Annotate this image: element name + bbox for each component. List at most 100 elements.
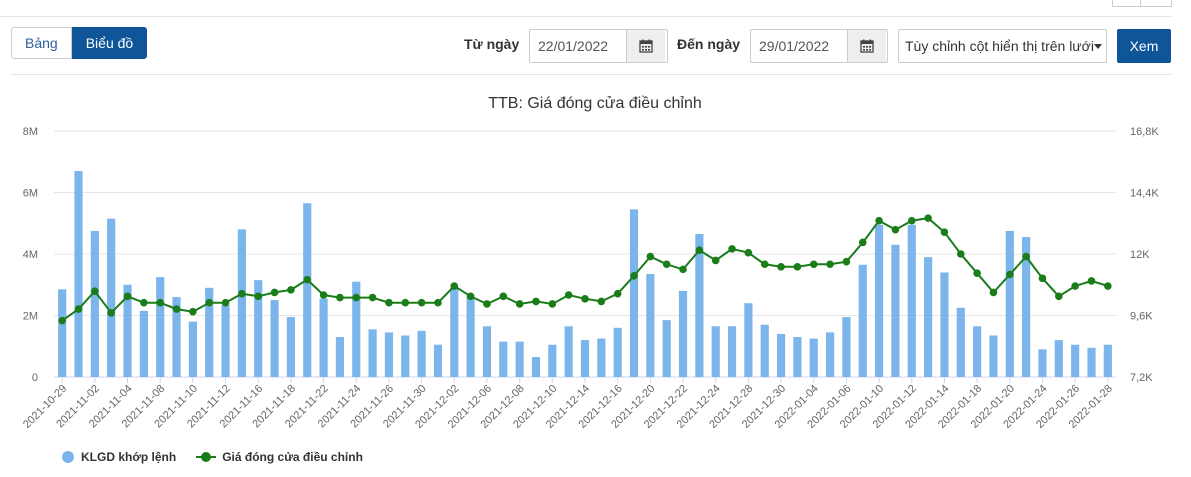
volume-bar	[401, 335, 410, 377]
price-point	[564, 291, 573, 299]
legend-label-volume: KLGD khớp lệnh	[81, 450, 177, 464]
volume-bar	[482, 326, 492, 377]
tab-chart[interactable]: Biểu đồ	[71, 27, 148, 59]
volume-bar	[597, 338, 606, 377]
price-point	[515, 300, 524, 308]
volume-bar	[335, 337, 345, 377]
price-point	[777, 263, 785, 271]
volume-bar	[989, 335, 998, 377]
price-point	[613, 289, 622, 298]
calendar-icon[interactable]	[626, 30, 665, 62]
corner-button-left[interactable]	[1112, 0, 1141, 7]
y-right-tick-label: 14,4K	[1130, 188, 1159, 200]
chart-title: TTB: Giá đóng cửa điều chỉnh	[488, 95, 702, 112]
volume-bar	[1071, 344, 1080, 377]
volume-bar	[466, 297, 475, 377]
price-point	[793, 263, 802, 271]
volume-bar	[776, 333, 786, 377]
volume-bar	[956, 307, 965, 377]
volume-bar	[303, 203, 312, 377]
price-point	[826, 260, 834, 269]
view-button[interactable]: Xem	[1117, 29, 1171, 63]
volume-bar	[286, 317, 295, 377]
price-point	[728, 245, 736, 253]
price-point	[172, 305, 181, 313]
y-right-tick-label: 16,8K	[1130, 126, 1159, 138]
volume-bar	[319, 298, 328, 377]
volume-bars	[58, 170, 1112, 377]
price-point	[695, 246, 704, 254]
price-point	[287, 286, 295, 294]
price-point	[630, 271, 638, 280]
volume-bar	[384, 332, 394, 377]
price-point	[924, 214, 932, 222]
calendar-icon[interactable]	[847, 30, 886, 62]
volume-bar	[662, 320, 671, 377]
volume-bar	[254, 280, 263, 377]
price-point	[254, 292, 263, 301]
volume-bar	[548, 344, 557, 377]
y-right-tick-label: 9,6K	[1130, 311, 1153, 323]
volume-bar	[564, 326, 573, 377]
column-select[interactable]: Tùy chỉnh cột hiển thị trên lưới	[898, 29, 1107, 63]
price-point	[401, 298, 410, 307]
price-line-path	[61, 217, 1109, 322]
price-point	[532, 297, 540, 306]
price-point	[352, 293, 361, 302]
price-point	[548, 300, 557, 308]
caret-down-icon	[1094, 44, 1102, 49]
volume-bar	[825, 332, 835, 377]
legend-label-price: Giá đóng cửa điều chỉnh	[222, 450, 363, 464]
volume-bar	[907, 224, 916, 377]
volume-bar	[74, 170, 83, 377]
price-point	[156, 298, 164, 307]
from-date-input[interactable]	[530, 30, 626, 62]
y-right-tick-label: 12K	[1130, 249, 1150, 261]
price-point	[336, 293, 344, 302]
volume-bar	[875, 224, 884, 377]
price-point	[221, 298, 230, 307]
price-point	[809, 260, 818, 269]
volume-bar	[417, 330, 426, 377]
legend-item-price[interactable]: Giá đóng cửa điều chỉnh	[196, 450, 363, 464]
price-point	[891, 225, 900, 234]
volume-bar	[433, 344, 443, 377]
price-line	[58, 214, 1112, 325]
price-point	[989, 288, 998, 297]
volume-bar	[1087, 347, 1096, 377]
price-point	[858, 238, 867, 247]
volume-bar	[940, 272, 949, 377]
volume-bar	[1103, 344, 1112, 377]
price-point	[662, 260, 671, 269]
legend-item-volume[interactable]: KLGD khớp lệnh	[62, 450, 176, 464]
volume-bar	[156, 277, 165, 377]
price-point	[597, 297, 606, 306]
column-select-value: Tùy chỉnh cột hiển thị trên lưới	[905, 38, 1094, 54]
y-left-tick-label: 4M	[23, 249, 38, 261]
volume-bar	[352, 281, 361, 377]
volume-bar	[499, 341, 508, 377]
price-point	[385, 298, 393, 307]
price-point	[907, 216, 916, 225]
volume-bar	[270, 300, 279, 377]
to-date-input[interactable]	[751, 30, 847, 62]
volume-bar	[221, 304, 230, 377]
volume-bar	[793, 337, 802, 377]
chart-legend: KLGD khớp lệnh Giá đóng cửa điều chỉnh	[62, 450, 383, 464]
volume-bar	[205, 287, 214, 377]
volume-bar	[924, 257, 933, 377]
volume-bar	[629, 209, 639, 377]
price-point	[123, 292, 132, 301]
volume-bar	[188, 321, 197, 377]
tab-table[interactable]: Bảng	[11, 27, 72, 59]
volume-bar	[90, 230, 99, 377]
price-point	[1104, 282, 1112, 290]
price-point	[1071, 282, 1079, 290]
corner-button-right[interactable]	[1140, 0, 1172, 7]
price-point	[973, 269, 981, 278]
volume-bar	[172, 297, 181, 377]
volume-bar	[858, 264, 867, 377]
from-date-label: Từ ngày	[464, 36, 520, 52]
price-point	[646, 252, 655, 261]
y-left-tick-label: 8M	[23, 126, 38, 138]
